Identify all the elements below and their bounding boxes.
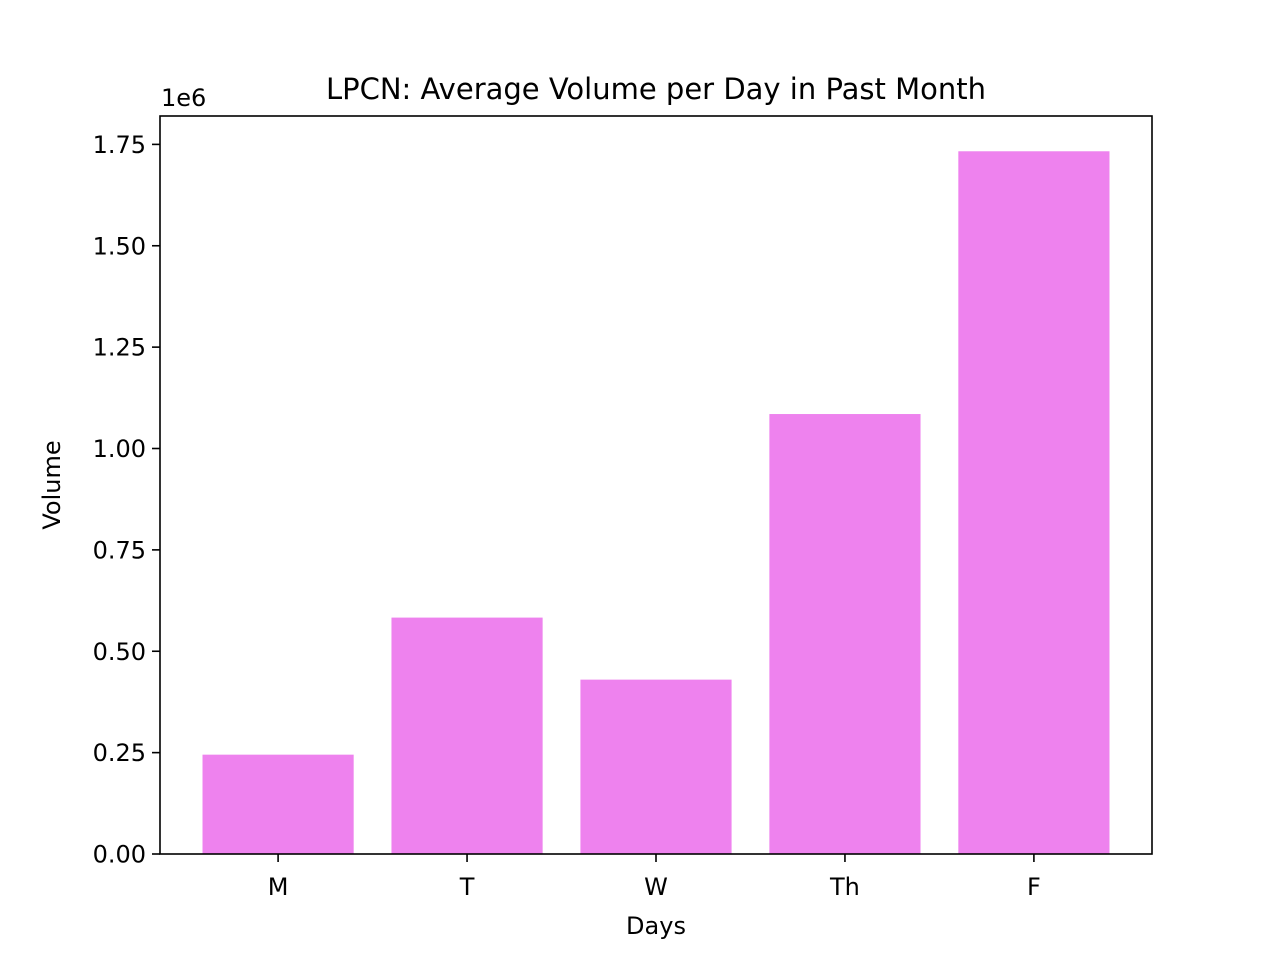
y-tick-label: 1.50 xyxy=(93,232,146,260)
x-axis-ticks: M T W Th F xyxy=(268,854,1041,901)
y-tick-label: 0.75 xyxy=(93,536,146,564)
chart-title: LPCN: Average Volume per Day in Past Mon… xyxy=(326,72,986,106)
y-tick-label: 1.75 xyxy=(93,131,146,159)
bar-th xyxy=(769,414,921,854)
x-axis-label: Days xyxy=(626,912,686,940)
y-tick-label: 0.50 xyxy=(93,638,146,666)
bar-m xyxy=(202,754,354,854)
x-tick-label: Th xyxy=(829,873,860,901)
bar-t xyxy=(391,617,543,854)
bars-group xyxy=(202,151,1110,854)
x-tick-label: T xyxy=(459,873,475,901)
bar-w xyxy=(580,679,732,854)
x-tick-label: F xyxy=(1027,873,1041,901)
y-axis-offset-label: 1e6 xyxy=(161,84,206,112)
y-axis-label: Volume xyxy=(38,440,66,529)
x-tick-label: W xyxy=(644,873,668,901)
y-tick-label: 0.00 xyxy=(93,841,146,869)
x-tick-label: M xyxy=(268,873,289,901)
y-tick-label: 1.25 xyxy=(93,334,146,362)
y-axis-ticks: 0.00 0.25 0.50 0.75 1.00 1.25 1.50 1.75 xyxy=(93,131,160,869)
y-tick-label: 0.25 xyxy=(93,739,146,767)
bar-f xyxy=(958,151,1110,854)
y-tick-label: 1.00 xyxy=(93,435,146,463)
